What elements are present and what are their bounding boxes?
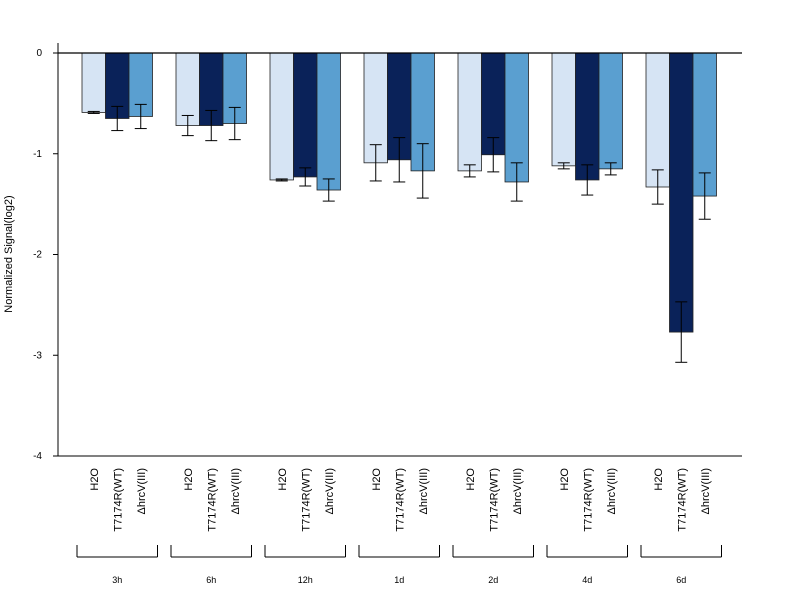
y-tick-label: -1	[33, 149, 42, 160]
x-tick-label: H2O	[465, 468, 477, 491]
x-tick-label: ΔhrcV(III)	[512, 468, 524, 514]
bar	[669, 52, 694, 333]
x-tick-label: ΔhrcV(III)	[230, 468, 242, 514]
bar	[575, 52, 600, 181]
bar	[316, 52, 341, 191]
x-tick-label: ΔhrcV(III)	[324, 468, 336, 514]
x-tick-label: T7174R(WT)	[488, 468, 500, 532]
x-tick-label: H2O	[89, 468, 101, 491]
x-tick-label: T7174R(WT)	[582, 468, 594, 532]
bar	[175, 52, 200, 126]
x-tick-label: T7174R(WT)	[394, 468, 406, 532]
group-label: 4d	[582, 575, 592, 585]
bar	[551, 52, 576, 167]
group-label: 6h	[206, 575, 216, 585]
plot-area: 0 -1 -2 -3 -4 H2O T7174R(WT) ΔhrcV(III) 3h H2O T71…	[33, 43, 742, 585]
x-tick-label: T7174R(WT)	[300, 468, 312, 532]
y-tick-label: 0	[36, 48, 42, 59]
y-tick-label: -3	[33, 350, 42, 361]
bar	[293, 52, 318, 178]
x-tick-label: H2O	[277, 468, 289, 491]
bar	[269, 52, 294, 181]
x-tick-label: H2O	[559, 468, 571, 491]
x-tick-label: H2O	[653, 468, 665, 491]
y-tick-label: -2	[33, 250, 42, 261]
x-tick-label: H2O	[371, 468, 383, 491]
y-tick-label: -4	[33, 451, 42, 462]
bar	[598, 52, 623, 170]
x-tick-label: ΔhrcV(III)	[418, 468, 430, 514]
x-tick-label: T7174R(WT)	[112, 468, 124, 532]
group-label: 2d	[488, 575, 498, 585]
bar	[457, 52, 482, 172]
y-axis-title: Normalized Signal(log2)	[3, 195, 15, 312]
bar	[645, 52, 670, 188]
group-label: 12h	[298, 575, 313, 585]
x-tick-label: ΔhrcV(III)	[136, 468, 148, 514]
x-tick-label: H2O	[183, 468, 195, 491]
x-tick-label: ΔhrcV(III)	[700, 468, 712, 514]
x-tick-label: ΔhrcV(III)	[606, 468, 618, 514]
x-tick-label: T7174R(WT)	[206, 468, 218, 532]
group-label: 1d	[394, 575, 404, 585]
group-label: 6d	[676, 575, 686, 585]
group-label: 3h	[112, 575, 122, 585]
bar	[81, 52, 106, 113]
x-tick-label: T7174R(WT)	[676, 468, 688, 532]
